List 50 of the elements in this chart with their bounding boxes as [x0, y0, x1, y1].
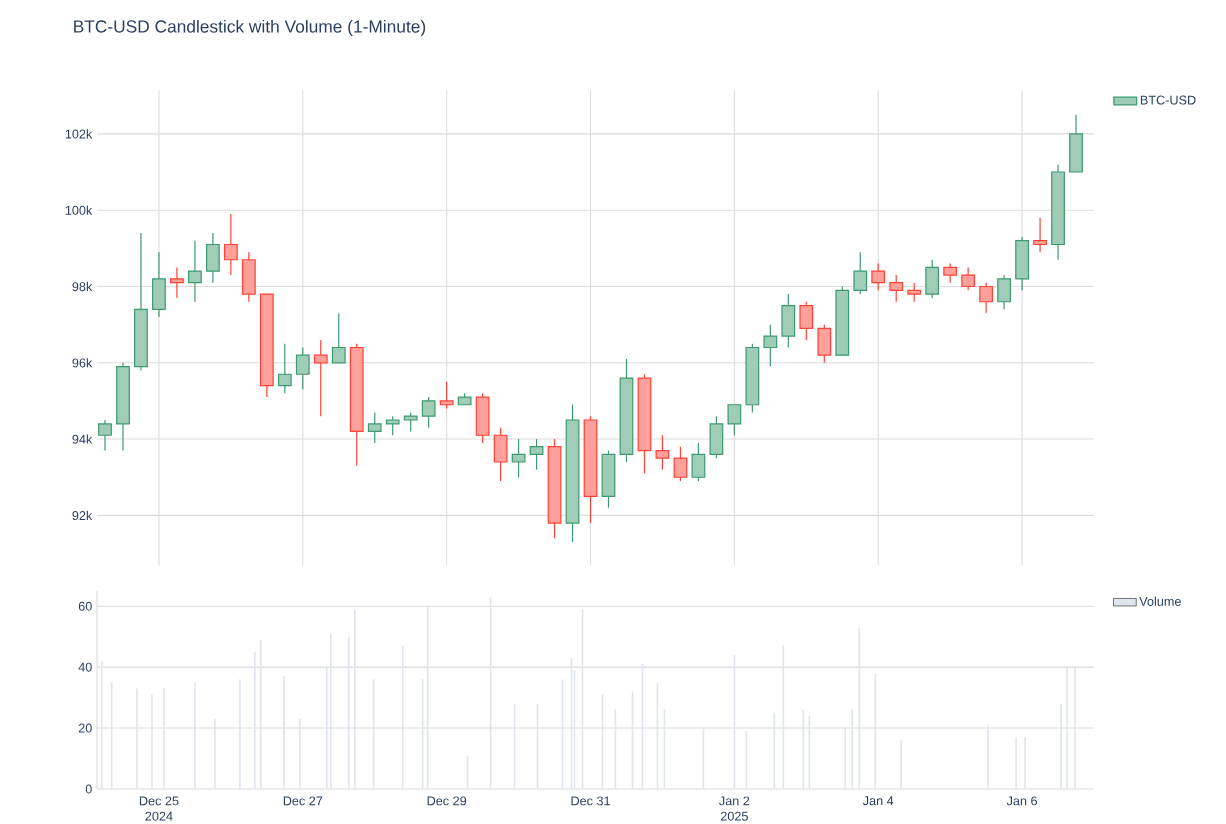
x-tick-label: Dec 27 — [283, 796, 323, 806]
x-tick-label: Dec 31 — [571, 796, 610, 806]
candlestick — [421, 396, 436, 429]
y-tick-label: 100k — [65, 205, 93, 215]
y-tick-label: 0 — [85, 784, 92, 794]
candlestick — [961, 266, 976, 291]
y-tick-label: 92k — [72, 510, 93, 521]
chart-title: BTC-USD Candlestick with Volume (1-Minute) — [74, 19, 426, 37]
candlestick — [799, 301, 814, 341]
candlestick — [367, 411, 382, 444]
x-tick-label: Dec 25 2024 — [139, 796, 179, 821]
candlestick — [871, 262, 886, 291]
candlestick — [763, 324, 778, 368]
candlestick — [277, 343, 292, 394]
candlestick — [403, 411, 418, 433]
candlestick — [655, 434, 670, 471]
y-tick-label: 102k — [65, 129, 93, 139]
candlestick — [170, 266, 184, 299]
candlestick — [673, 446, 688, 482]
candlestick — [907, 282, 922, 303]
y-tick-label: 96k — [72, 358, 93, 368]
candlestick — [889, 274, 904, 303]
candlestick — [979, 282, 994, 314]
y-tick-label: 20 — [78, 723, 92, 733]
candlestick — [853, 251, 868, 295]
candlestick — [98, 419, 112, 452]
y-tick-label: 98k — [72, 281, 93, 292]
legend-label: Volume — [1139, 596, 1181, 606]
candlestick — [295, 346, 310, 391]
y-tick-label: 94k — [72, 434, 93, 444]
candlestick — [223, 213, 238, 276]
candlestick — [997, 274, 1011, 310]
candlestick — [313, 339, 328, 417]
candlestick — [943, 262, 958, 284]
y-tick-label: 40 — [78, 662, 92, 672]
candlestick — [511, 438, 526, 478]
x-tick-label: Dec 29 — [427, 796, 467, 806]
candlestick — [1033, 217, 1047, 253]
candlestick — [529, 438, 544, 471]
candlestick — [331, 312, 346, 364]
y-tick-label: 60 — [78, 601, 92, 611]
candlestick — [439, 381, 454, 410]
legend-label: BTC-USD — [1140, 95, 1196, 105]
candlestick — [727, 404, 742, 436]
x-tick-label: Jan 6 — [1006, 796, 1037, 806]
candlestick — [385, 415, 400, 436]
x-tick-label: Jan 2 2025 — [719, 796, 750, 821]
x-tick-label: Jan 4 — [862, 796, 894, 806]
candlestick — [188, 240, 202, 303]
candlestick — [691, 442, 706, 482]
